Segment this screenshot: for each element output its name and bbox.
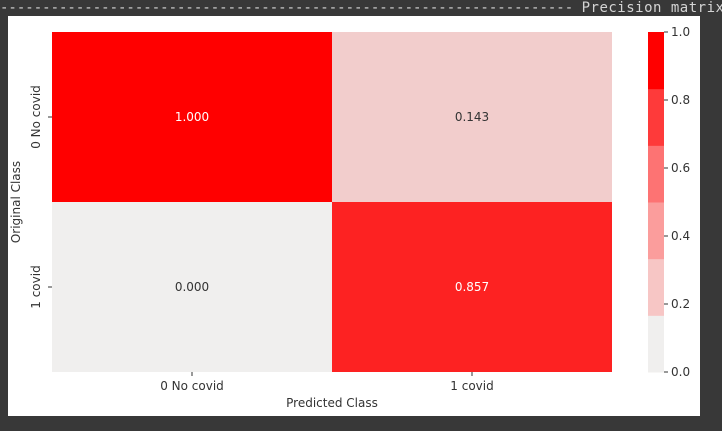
colorbar-tick-label: 0.4: [671, 229, 690, 243]
colorbar-tick-label: 0.6: [671, 161, 690, 175]
y-axis-label: Original Class: [9, 161, 23, 243]
heatmap-cell-r0-c0: [52, 32, 332, 202]
heatmap-cell-r0-c1: [332, 32, 612, 202]
x-tick-label: 0 No covid: [160, 379, 224, 393]
colorbar-tick-label: 0.2: [671, 297, 690, 311]
heatmap-cell-r1-c0: [52, 202, 332, 372]
header-dashes-left: ----------------------------------------…: [0, 0, 582, 16]
colorbar-ticks: 0.0 0.2 0.4 0.6 0.8 1.0: [664, 25, 690, 379]
heatmap-cell-r1-c1: [332, 202, 612, 372]
colorbar-tick-label: 0.8: [671, 93, 690, 107]
colorbar-tick-label: 1.0: [671, 25, 690, 39]
colorbar-segment: [648, 315, 664, 373]
figure-panel: 1.000 0.143 0.000 0.857 0 No covid 1 covid 0…: [8, 16, 700, 416]
heatmap-cells: [52, 32, 612, 372]
colorbar-segment: [648, 88, 664, 146]
colorbar-segment: [648, 258, 664, 316]
cell-value-label: 0.000: [175, 280, 209, 294]
colorbar-tick-label: 0.0: [671, 365, 690, 379]
cell-value-label: 1.000: [175, 110, 209, 124]
cell-value-label: 0.857: [455, 280, 489, 294]
precision-matrix-chart: 1.000 0.143 0.000 0.857 0 No covid 1 covid 0…: [9, 25, 690, 410]
output-header: ----------------------------------------…: [0, 0, 722, 16]
colorbar: [648, 32, 664, 373]
x-tick-label: 1 covid: [450, 379, 493, 393]
y-tick-label: 0 No covid: [29, 85, 43, 149]
heatmap-cell-labels: 1.000 0.143 0.000 0.857: [175, 110, 489, 294]
cell-value-label: 0.143: [455, 110, 489, 124]
colorbar-segment: [648, 202, 664, 260]
colorbar-segment: [648, 32, 664, 90]
y-tick-label: 1 covid: [29, 265, 43, 308]
colorbar-segment: [648, 145, 664, 203]
y-axis-ticks: 0 No covid 1 covid: [29, 85, 52, 309]
x-axis-ticks: 0 No covid 1 covid: [160, 372, 494, 393]
output-title: Precision matrix: [581, 0, 722, 16]
x-axis-label: Predicted Class: [286, 396, 378, 410]
